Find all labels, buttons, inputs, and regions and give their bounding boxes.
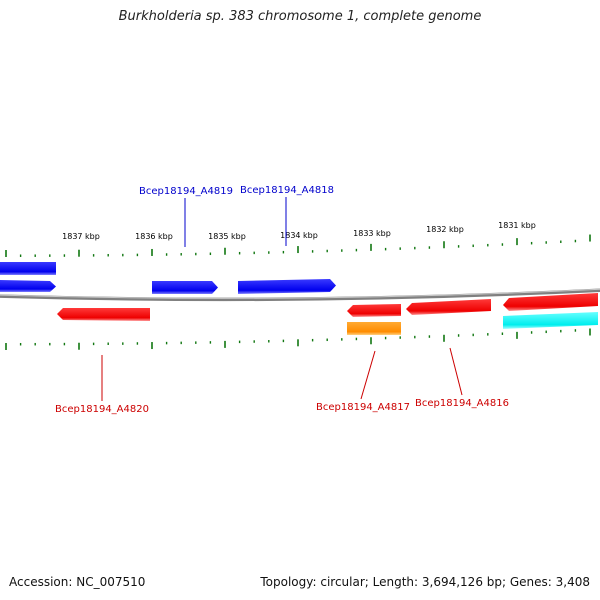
gene-label[interactable]: Bcep18194_A4817 [316,402,410,413]
gene-arrow-reverse-a4817[interactable] [347,304,401,317]
gene-arrow-forward[interactable] [0,262,56,275]
tick-marks [5,234,591,350]
scale-label: 1837 kbp [62,232,100,241]
gene-arrow-reverse-a4820[interactable] [57,308,150,321]
gene-arrow-reverse[interactable] [503,293,598,311]
scale-label: 1833 kbp [353,229,391,238]
gene-arrow-forward-a4819[interactable] [152,281,218,294]
scale-labels: 1837 kbp 1836 kbp 1835 kbp 1834 kbp 1833… [62,221,536,241]
gene-label[interactable]: Bcep18194_A4819 [139,186,233,197]
gene-label[interactable]: Bcep18194_A4820 [55,404,149,415]
gene-arrow-forward[interactable] [0,280,56,292]
scale-label: 1831 kbp [498,221,536,230]
forward-genes [0,262,336,294]
genome-backbone-highlight [0,288,600,299]
gene-box-orange[interactable] [347,322,401,335]
scale-label: 1836 kbp [135,232,173,241]
gene-arrow-reverse-a4816[interactable] [406,299,491,315]
scale-label: 1834 kbp [280,231,318,240]
callout-lines [101,197,463,401]
map-title: Burkholderia sp. 383 chromosome 1, compl… [118,9,482,24]
gene-label[interactable]: Bcep18194_A4818 [240,185,334,196]
reverse-genes [57,293,598,335]
gene-label[interactable]: Bcep18194_A4816 [415,398,509,409]
scale-label: 1832 kbp [426,225,464,234]
scale-label: 1835 kbp [208,232,246,241]
gene-labels: Bcep18194_A4819 Bcep18194_A4818 Bcep1819… [55,185,509,415]
gene-arrow-forward-a4818[interactable] [238,279,336,294]
gene-box-cyan[interactable] [503,312,598,329]
topology-label: Topology: circular; Length: 3,694,126 bp… [260,575,590,589]
genome-backbone [0,288,600,302]
accession-label: Accession: NC_007510 [9,575,146,589]
